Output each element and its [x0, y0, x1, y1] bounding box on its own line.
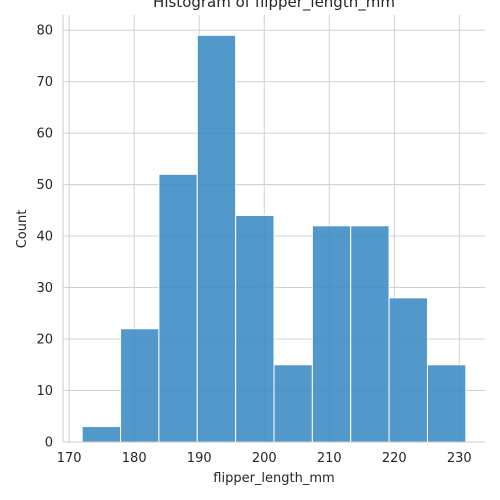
- y-tick-label: 40: [36, 230, 53, 245]
- y-tick-label: 0: [45, 436, 53, 451]
- x-tick-label: 200: [252, 451, 277, 466]
- histogram-bar: [350, 225, 390, 443]
- y-tick-label: 50: [36, 178, 53, 193]
- histogram-bar: [311, 225, 352, 443]
- x-tick-label: 220: [382, 451, 407, 466]
- y-tick-label: 80: [36, 24, 53, 39]
- x-tick-label: 180: [122, 451, 147, 466]
- x-tick-label: 170: [57, 451, 82, 466]
- histogram-bar: [426, 364, 467, 443]
- x-tick-label: 230: [447, 451, 472, 466]
- y-tick-label: 10: [36, 384, 53, 399]
- axis-spines: [62, 15, 485, 443]
- y-tick-label: 20: [36, 333, 53, 348]
- y-tick-label: 70: [36, 75, 53, 90]
- x-tick-labels: 170 180 190 200 210 220 230: [57, 451, 472, 466]
- histogram-bar: [120, 328, 160, 443]
- x-tick-label: 190: [187, 451, 212, 466]
- histogram-bars: [81, 34, 467, 443]
- histogram-bar: [196, 34, 237, 443]
- histogram-bar: [158, 173, 198, 443]
- y-axis-label: Count: [15, 210, 30, 249]
- histogram-bar: [388, 297, 428, 443]
- x-tick-label: 210: [317, 451, 342, 466]
- histogram-bar: [235, 215, 275, 443]
- histogram-bar: [273, 364, 313, 443]
- y-tick-labels: 0 10 20 30 40 50 60 70 80: [36, 24, 53, 451]
- histogram-bar: [81, 426, 122, 443]
- y-tick-label: 60: [36, 127, 53, 142]
- x-axis-label: flipper_length_mm: [213, 471, 334, 486]
- chart-title: Histogram of flipper_length_mm: [153, 0, 395, 12]
- y-tick-label: 30: [36, 281, 53, 296]
